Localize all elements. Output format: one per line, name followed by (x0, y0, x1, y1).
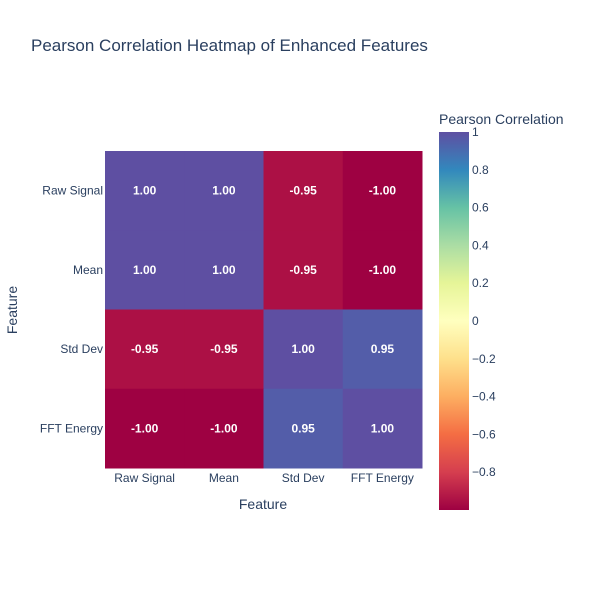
y-tick-label: Raw Signal (42, 184, 103, 198)
y-axis-ticks: Raw Signal Mean Std Dev FFT Energy (40, 184, 103, 436)
colorbar-tick-label: −0.4 (472, 390, 496, 404)
heatmap-cell (342, 230, 423, 310)
cell-value-label: -1.00 (131, 421, 159, 435)
heatmap-cell (105, 388, 185, 469)
colorbar-tick-label: 0.4 (472, 238, 489, 252)
colorbar-tick-label: −0.2 (472, 352, 496, 366)
heatmap-cell (184, 151, 264, 231)
x-axis-ticks: Raw Signal Mean Std Dev FFT Energy (114, 471, 414, 485)
cell-value-label: 1.00 (212, 184, 236, 198)
colorbar-ticks: 1 0.8 0.6 0.4 0.2 0 −0.2 −0.4 −0.6 −0.8 (472, 125, 496, 479)
heatmap-cell (342, 151, 423, 231)
colorbar-tick-label: 1 (472, 125, 479, 139)
heatmap-cell (263, 309, 344, 390)
heatmap-cell (263, 230, 344, 310)
colorbar-tick-label: −0.8 (472, 465, 496, 479)
colorbar-gradient (439, 132, 469, 510)
cell-value-label: 1.00 (133, 263, 157, 277)
colorbar-title: Pearson Correlation (439, 111, 564, 127)
heatmap-cell (263, 151, 344, 231)
x-axis-title: Feature (239, 496, 287, 512)
heatmap-cell (184, 309, 264, 390)
cell-value-label: -0.95 (289, 184, 317, 198)
colorbar-tick-label: 0.6 (472, 201, 489, 215)
cell-value-label: -1.00 (210, 421, 238, 435)
cell-value-label: 1.00 (291, 342, 315, 356)
cell-value-label: 0.95 (371, 342, 395, 356)
y-tick-label: Std Dev (60, 342, 103, 356)
cell-value-label: -1.00 (369, 184, 397, 198)
cell-value-label: -0.95 (289, 263, 317, 277)
heatmap-cell-labels: 1.00 1.00 -0.95 -1.00 1.00 1.00 -0.95 -1.00 -0.9… (131, 184, 396, 436)
cell-value-label: 1.00 (133, 184, 157, 198)
cell-value-label: -0.95 (210, 342, 238, 356)
y-tick-label: FFT Energy (40, 421, 103, 435)
heatmap-cell (263, 388, 344, 469)
x-tick-label: Raw Signal (114, 471, 175, 485)
heatmap-cell (105, 151, 185, 231)
heatmap-cell (342, 309, 423, 390)
colorbar-tick-label: 0.2 (472, 276, 489, 290)
x-tick-label: FFT Energy (351, 471, 414, 485)
heatmap-cell (184, 230, 264, 310)
colorbar-tick-label: 0 (472, 314, 479, 328)
heatmap-cell (105, 309, 185, 390)
heatmap-cells (105, 151, 423, 469)
y-tick-label: Mean (73, 263, 103, 277)
cell-value-label: -1.00 (369, 263, 397, 277)
cell-value-label: 1.00 (371, 421, 395, 435)
cell-value-label: 1.00 (212, 263, 236, 277)
colorbar-tick-label: 0.8 (472, 163, 489, 177)
y-axis-title: Feature (4, 286, 20, 334)
cell-value-label: -0.95 (131, 342, 159, 356)
heatmap-cell (342, 388, 423, 469)
x-tick-label: Std Dev (282, 471, 325, 485)
heatmap-cell (184, 388, 264, 469)
colorbar-tick-label: −0.6 (472, 427, 496, 441)
chart-title: Pearson Correlation Heatmap of Enhanced … (31, 36, 428, 55)
cell-value-label: 0.95 (291, 421, 315, 435)
heatmap-cell (105, 230, 185, 310)
x-tick-label: Mean (209, 471, 239, 485)
